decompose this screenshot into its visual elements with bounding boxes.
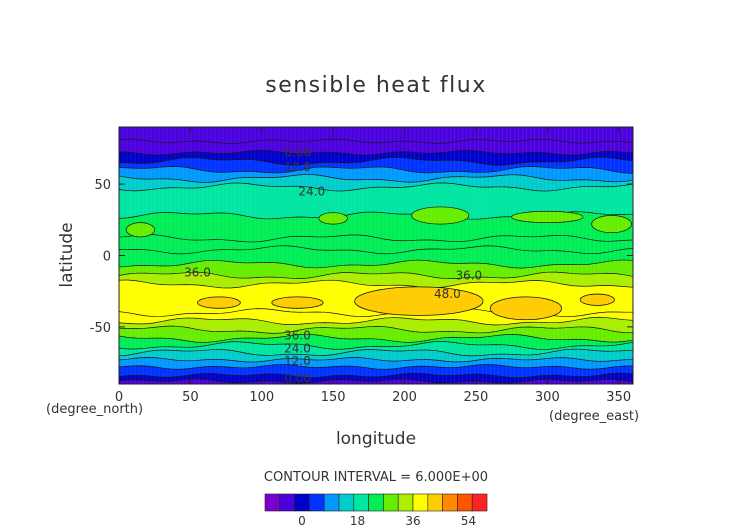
colorbar-tick-label: 18 bbox=[350, 514, 365, 528]
contour-line bbox=[119, 259, 633, 269]
colorbar-swatch bbox=[309, 493, 325, 512]
contour-line bbox=[119, 138, 633, 144]
contour-line bbox=[119, 357, 633, 363]
colorbar-swatch bbox=[353, 493, 369, 512]
color-band bbox=[119, 211, 633, 242]
color-band bbox=[119, 259, 633, 279]
contour-label: 0.00 bbox=[284, 371, 311, 385]
colorbar: 0 18 36 54 bbox=[264, 493, 488, 528]
contour-label: 36.0 bbox=[455, 268, 482, 282]
color-band bbox=[119, 157, 633, 174]
high-flux-cell bbox=[271, 296, 324, 309]
colorbar-swatch bbox=[412, 493, 429, 512]
contour-line bbox=[119, 149, 633, 156]
contour-line bbox=[119, 279, 633, 289]
warm-patch bbox=[318, 212, 348, 225]
contour-interval-note: CONTOUR INTERVAL = 6.000E+00 bbox=[264, 470, 488, 485]
warm-patch bbox=[591, 215, 632, 234]
contour-line bbox=[119, 348, 633, 357]
contour-line bbox=[119, 325, 633, 334]
contour-line bbox=[119, 234, 633, 243]
colorbar-swatch bbox=[264, 493, 281, 512]
x-tick-label: 50 bbox=[182, 390, 199, 405]
warm-patch bbox=[411, 206, 470, 225]
y-axis-label: latitude bbox=[57, 222, 77, 287]
contour-line bbox=[119, 182, 633, 192]
contour-label: 0.00 bbox=[284, 146, 311, 160]
x-tick-label: 300 bbox=[535, 390, 560, 405]
color-band bbox=[119, 234, 633, 254]
high-flux-cell bbox=[197, 296, 241, 309]
contour-label: 36.0 bbox=[284, 328, 311, 342]
contour-line bbox=[119, 174, 633, 183]
contour-label: 48.0 bbox=[434, 287, 461, 301]
color-band bbox=[119, 174, 633, 192]
colorbar-swatch bbox=[368, 493, 384, 512]
colorbar-swatch bbox=[323, 493, 340, 512]
colorbar-swatch bbox=[442, 493, 458, 512]
contour-line bbox=[119, 341, 633, 350]
x-tick-label: 250 bbox=[464, 390, 489, 405]
contour-line bbox=[119, 333, 633, 343]
high-flux-cell bbox=[489, 296, 563, 321]
y-unit-label: (degree_north) bbox=[46, 402, 143, 417]
color-band bbox=[119, 357, 633, 370]
color-band bbox=[119, 272, 633, 289]
color-band bbox=[119, 182, 633, 220]
color-band bbox=[119, 166, 633, 183]
x-tick-label: 0 bbox=[115, 390, 123, 405]
colorbar-swatch bbox=[294, 493, 310, 512]
contour-line bbox=[119, 271, 633, 279]
color-band bbox=[119, 325, 633, 343]
x-tick-label: 200 bbox=[392, 390, 417, 405]
contour-label: 24.0 bbox=[284, 341, 311, 355]
colorbar-tick-label: 0 bbox=[298, 514, 306, 528]
contour-label: 12.0 bbox=[284, 354, 311, 368]
high-flux-cell bbox=[579, 293, 615, 306]
contour-line bbox=[119, 166, 633, 174]
warm-patch bbox=[125, 222, 156, 238]
color-band bbox=[119, 364, 633, 378]
x-axis-label: longitude bbox=[336, 429, 416, 449]
colorbar-swatch bbox=[279, 493, 295, 512]
contour-line bbox=[119, 316, 633, 326]
color-band bbox=[119, 349, 633, 362]
contour-line bbox=[119, 156, 633, 166]
colorbar-swatch bbox=[471, 493, 488, 512]
colorbar-tick-label: 54 bbox=[461, 514, 476, 528]
colorbar-swatch bbox=[427, 493, 443, 512]
x-tick-label: 150 bbox=[321, 390, 346, 405]
colorbar-tick-label: 36 bbox=[405, 514, 420, 528]
contour-line bbox=[119, 364, 633, 370]
y-tick-label: 0 bbox=[103, 250, 111, 265]
x-tick-label: 350 bbox=[606, 390, 631, 405]
color-band bbox=[119, 245, 633, 269]
contour-label: 24.0 bbox=[298, 184, 325, 198]
y-tick-label: 50 bbox=[94, 178, 111, 193]
x-tick-label: 100 bbox=[249, 390, 274, 405]
contour-line bbox=[119, 372, 633, 378]
colorbar-swatch bbox=[457, 493, 473, 512]
contour-line bbox=[119, 245, 633, 255]
contour-label: 36.0 bbox=[184, 266, 211, 280]
color-band bbox=[119, 127, 633, 144]
colorbar-swatch bbox=[383, 493, 399, 512]
warm-patch bbox=[511, 210, 584, 224]
contour-label: 12.0 bbox=[284, 160, 311, 174]
x-unit-label: (degree_east) bbox=[549, 409, 639, 424]
color-band bbox=[119, 308, 633, 325]
color-band bbox=[119, 317, 633, 334]
chart-title: sensible heat flux bbox=[265, 73, 487, 98]
colorbar-swatch bbox=[397, 493, 414, 512]
colorbar-swatch bbox=[338, 493, 355, 512]
high-flux-cell bbox=[354, 286, 484, 316]
y-tick-label: -50 bbox=[90, 321, 111, 336]
